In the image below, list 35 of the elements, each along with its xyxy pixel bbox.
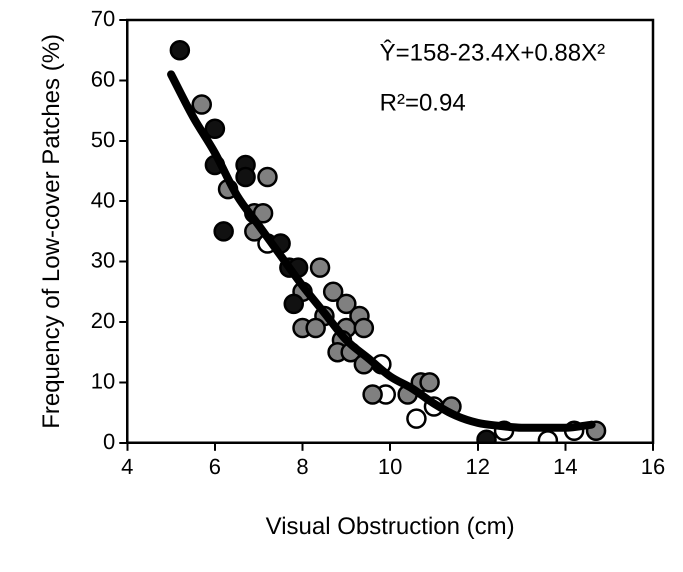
point: [336, 294, 357, 314]
x-tick-label: 6: [208, 454, 222, 480]
y-tick-label: 60: [90, 66, 116, 92]
point: [252, 203, 274, 224]
x-tick-label: 14: [553, 454, 578, 480]
x-tick-label: 16: [640, 454, 666, 480]
point: [419, 372, 440, 393]
y-tick-label: 10: [90, 368, 116, 394]
point: [362, 384, 383, 405]
annotation: Ŷ=158-23.4X+0.88X²: [380, 40, 606, 67]
x-tick-label: 10: [378, 454, 402, 480]
y-tick-label: 30: [90, 248, 116, 273]
point: [257, 166, 278, 188]
point: [310, 257, 330, 278]
x-tick-label: 8: [296, 454, 309, 480]
y-tick-label: 50: [90, 126, 116, 152]
point: [192, 94, 212, 115]
y-axis-title: Frequency of Low-cover Patches (%): [38, 34, 66, 429]
y-tick-label: 70: [90, 6, 116, 32]
point: [213, 221, 234, 242]
y-tick-label: 20: [90, 308, 116, 334]
point: [170, 40, 190, 60]
point: [204, 118, 226, 139]
point: [305, 318, 326, 338]
point: [322, 282, 344, 302]
point: [406, 408, 427, 429]
x-axis-title: Visual Obstruction (cm): [266, 513, 515, 540]
point: [235, 166, 256, 188]
x-tick-label: 4: [121, 454, 134, 480]
y-tick-label: 0: [103, 428, 116, 454]
point: [284, 294, 304, 314]
x-tick-label: 12: [466, 454, 490, 480]
annotation: R²=0.94: [380, 90, 466, 117]
point: [354, 318, 374, 338]
y-tick-label: 40: [90, 187, 116, 212]
